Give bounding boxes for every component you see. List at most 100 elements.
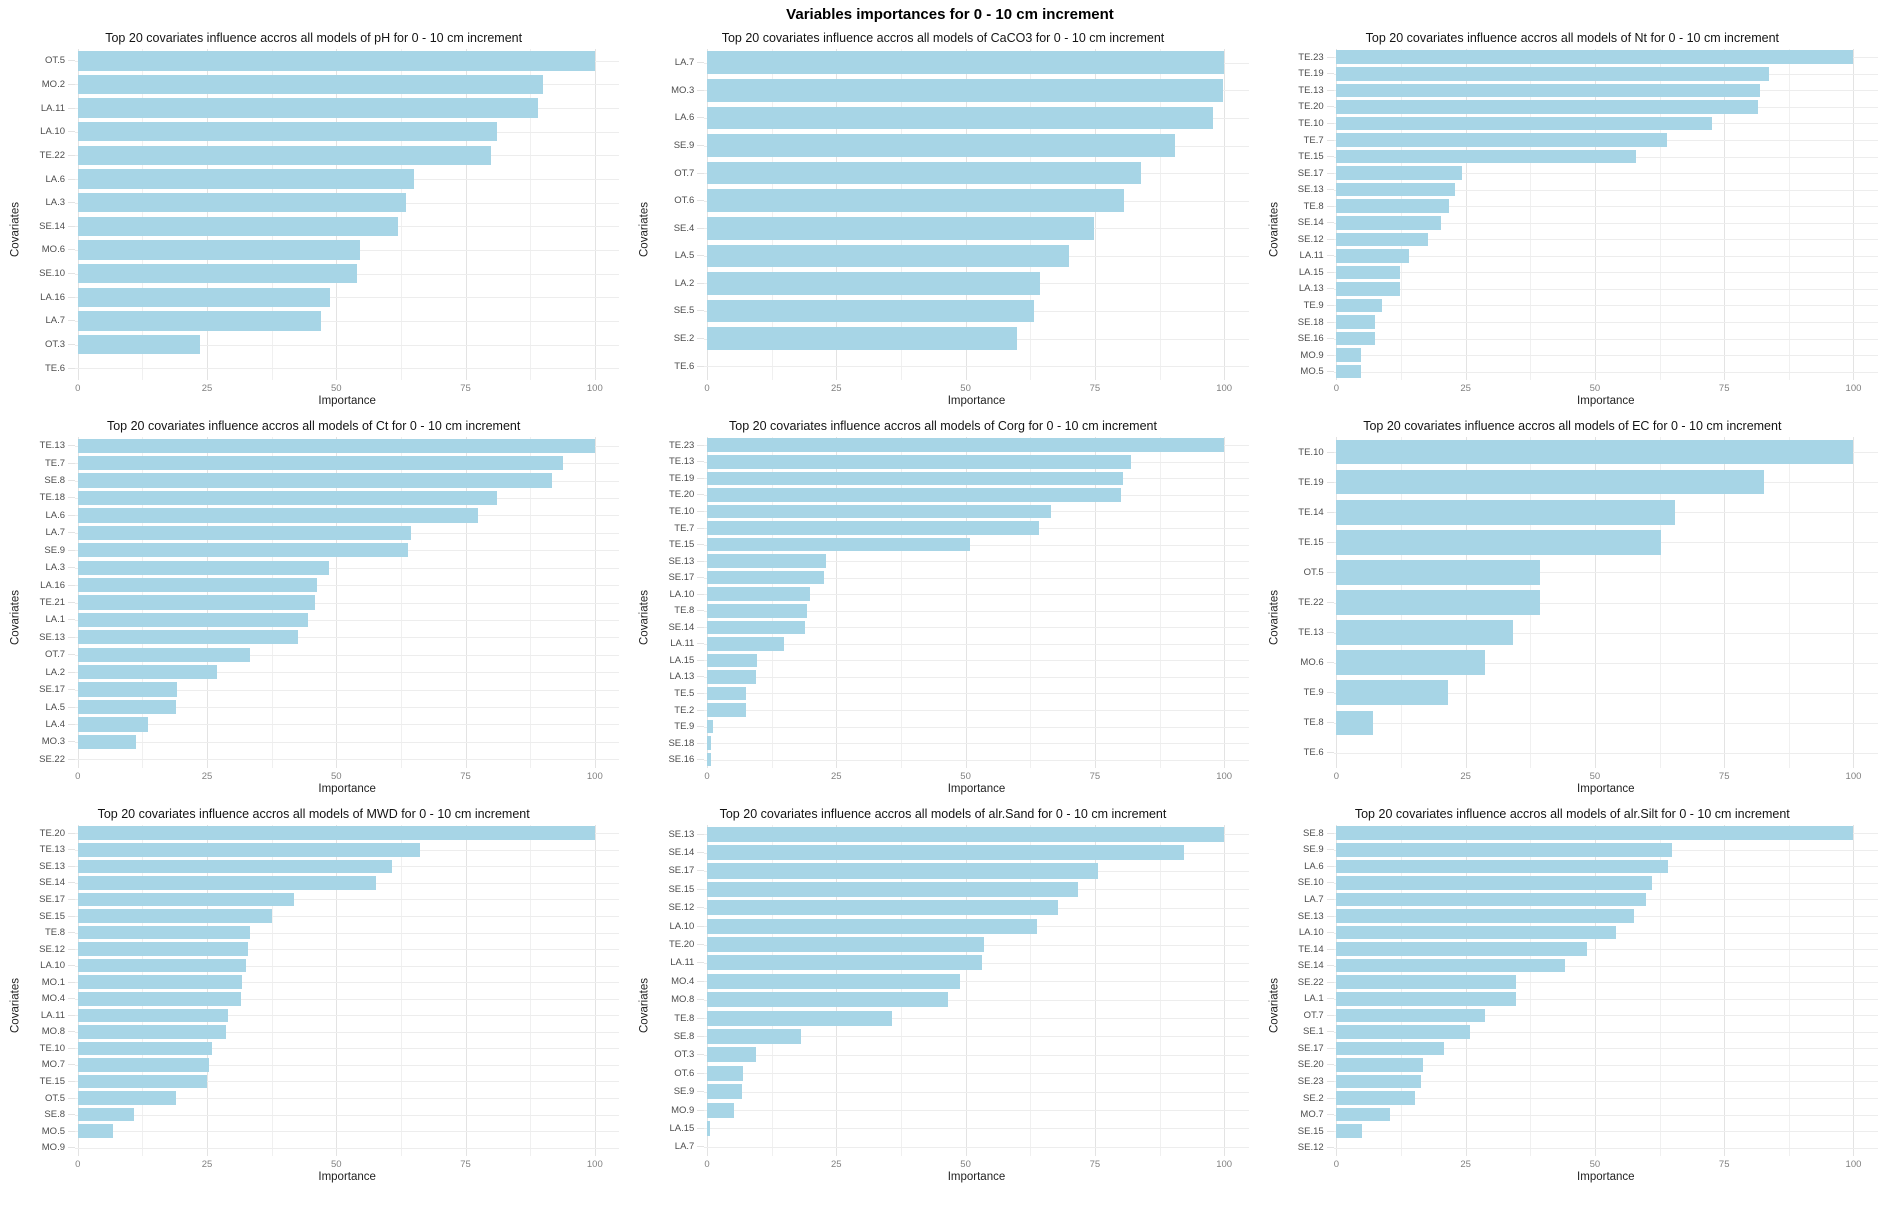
importance-bar xyxy=(707,216,1095,240)
gridline-horizontal xyxy=(75,1048,620,1050)
gridline-major xyxy=(1094,49,1096,380)
x-axis-ticks: 0 25 50 75 100 xyxy=(704,380,1248,395)
importance-bar xyxy=(1336,364,1362,379)
x-tick-label: 25 xyxy=(201,771,213,782)
gridline-minor xyxy=(1530,49,1532,380)
bar-row xyxy=(1333,941,1878,958)
gridline-horizontal xyxy=(75,1031,620,1033)
importance-bar xyxy=(77,991,242,1006)
x-tick-label: 50 xyxy=(330,1159,342,1170)
plot-body: LA.7 MO.3 LA.6 SE.9 OT.7 OT.6 SE.4 LA.5 LA.2 SE.5… xyxy=(652,49,1249,380)
importance-bar xyxy=(1336,1025,1470,1039)
chart-title: Top 20 covariates influence accros all m… xyxy=(97,807,530,821)
bar-row xyxy=(704,862,1249,880)
x-axis-title: Importance xyxy=(1577,783,1635,795)
y-tick-label: LA.7 xyxy=(1282,891,1334,908)
importance-bar xyxy=(707,570,825,585)
gridline-horizontal xyxy=(1333,371,1878,373)
y-tick-label: SE.15 xyxy=(23,908,75,925)
chart-Nt: Top 20 covariates influence accros all m… xyxy=(1265,23,1894,411)
y-tick-label: MO.6 xyxy=(1282,648,1334,678)
y-tick-label: TE.10 xyxy=(1282,437,1334,467)
gridline-horizontal xyxy=(704,1110,1249,1112)
x-axis-title-row: Importance xyxy=(652,783,1248,799)
gridline-horizontal xyxy=(704,660,1249,662)
bar-row xyxy=(704,685,1249,702)
bar-row xyxy=(704,1119,1249,1137)
y-tick-label: SE.22 xyxy=(1282,974,1334,991)
importance-bar xyxy=(1336,590,1540,615)
gridline-minor xyxy=(400,49,402,380)
bar-row xyxy=(704,553,1249,570)
importance-bar xyxy=(707,587,811,601)
y-tick-label: MO.7 xyxy=(23,1057,75,1074)
importance-bar xyxy=(1336,116,1713,131)
importance-bar xyxy=(77,473,552,488)
bar-row xyxy=(1333,297,1878,314)
plot-panel xyxy=(704,49,1249,380)
importance-bar xyxy=(77,169,414,189)
x-tick-label: 50 xyxy=(330,383,342,394)
importance-bar xyxy=(707,881,1078,897)
y-tick-label: OT.7 xyxy=(652,159,704,187)
x-axis-spacer xyxy=(23,380,75,395)
bar-row xyxy=(75,356,620,380)
importance-bar xyxy=(77,826,595,841)
importance-bar xyxy=(77,1058,210,1072)
y-axis-labels: TE.23 TE.13 TE.19 TE.20 TE.10 TE.7 TE.15 SE.13 S… xyxy=(652,437,704,768)
importance-bar xyxy=(1336,942,1587,956)
y-tick-label: SE.23 xyxy=(1282,1073,1334,1090)
chart-body: Covariates SE.13 SE.14 SE.17 SE.15 SE.12 LA.10… xyxy=(637,825,1249,1187)
gridline-minor xyxy=(1659,437,1661,768)
y-tick-label: SE.9 xyxy=(23,542,75,559)
x-tick-label: 25 xyxy=(201,1159,213,1170)
bar-row xyxy=(1333,738,1878,768)
y-tick-label: LA.11 xyxy=(23,1007,75,1024)
y-tick-label: TE.8 xyxy=(23,924,75,941)
gridline-horizontal xyxy=(1333,206,1878,208)
bar-row xyxy=(704,899,1249,917)
y-tick-label: SE.9 xyxy=(652,132,704,160)
plot: LA.7 MO.3 LA.6 SE.9 OT.7 OT.6 SE.4 LA.5 LA.2 SE.5… xyxy=(652,49,1249,411)
importance-bar xyxy=(1336,560,1540,585)
bar-row xyxy=(1333,214,1878,231)
y-tick-label: SE.13 xyxy=(652,553,704,570)
bar-row xyxy=(704,1101,1249,1119)
importance-bar xyxy=(77,525,411,540)
importance-bar xyxy=(77,560,330,575)
bar-row xyxy=(75,144,620,168)
bar-row xyxy=(75,629,620,646)
gridline-major xyxy=(594,825,596,1156)
x-axis-ticks: 0 25 50 75 100 xyxy=(1334,768,1878,783)
x-axis-title-row: Importance xyxy=(23,783,619,799)
gridline-horizontal xyxy=(75,344,620,346)
y-tick-label: LA.1 xyxy=(1282,990,1334,1007)
y-tick-label: SE.18 xyxy=(1282,314,1334,331)
y-axis-title: Covariates xyxy=(638,202,651,258)
y-tick-label: OT.7 xyxy=(23,646,75,663)
bar-row xyxy=(75,1024,620,1041)
gridline-major xyxy=(1336,49,1338,380)
bar-row xyxy=(704,503,1249,520)
importance-bar xyxy=(77,925,251,940)
bar-row xyxy=(1333,1007,1878,1024)
importance-bar xyxy=(1336,100,1759,114)
y-axis-title: Covariates xyxy=(9,590,22,646)
bar-row xyxy=(1333,231,1878,248)
importance-bar xyxy=(707,900,1058,916)
y-tick-label: LA.11 xyxy=(652,636,704,653)
gridline-major xyxy=(1853,437,1855,768)
chart-alr.Silt: Top 20 covariates influence accros all m… xyxy=(1265,799,1894,1187)
bar-row xyxy=(1333,587,1878,617)
gridline-major xyxy=(1724,49,1726,380)
importance-bar xyxy=(1336,67,1770,81)
bar-row xyxy=(1333,314,1878,331)
y-tick-label: SE.16 xyxy=(1282,330,1334,347)
importance-bar xyxy=(77,543,409,558)
gridline-horizontal xyxy=(704,577,1249,579)
importance-bar xyxy=(77,717,148,732)
gridline-horizontal xyxy=(75,932,620,934)
bar-row xyxy=(75,716,620,733)
y-tick-label: LA.3 xyxy=(23,191,75,215)
bar-row xyxy=(704,104,1249,132)
